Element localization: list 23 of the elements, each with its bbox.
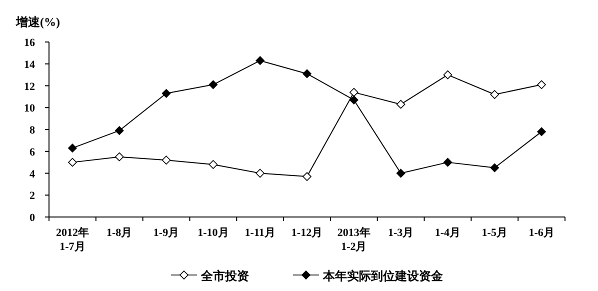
y-tick-label: 14 <box>24 58 36 71</box>
x-tick-label: 1-3月 <box>388 227 414 239</box>
x-tick-label: 2012年 1-7月 <box>56 226 89 253</box>
y-tick-label: 8 <box>30 124 36 136</box>
y-axis-title: 增速(%) <box>15 15 60 29</box>
x-tick-label: 1-6月 <box>528 227 554 239</box>
x-tick-label: 1-5月 <box>482 227 508 239</box>
x-tick-label: 1-9月 <box>153 227 180 239</box>
legend-label: 全市投资 <box>200 269 249 283</box>
x-tick-label: 1-12月 <box>291 227 323 239</box>
x-tick-label: 2013年 1-2月 <box>337 226 370 253</box>
x-tick-label: 1-4月 <box>434 227 461 239</box>
y-tick-label: 12 <box>24 80 36 93</box>
x-tick-label: 1-11月 <box>244 227 276 239</box>
x-tick-label: 1-10月 <box>198 227 229 239</box>
y-tick-label: 0 <box>30 212 36 224</box>
y-tick-label: 4 <box>30 168 36 180</box>
legend-label: 本年实际到位建设资金 <box>322 269 444 283</box>
y-tick-label: 10 <box>24 102 36 115</box>
x-tick-label: 1-8月 <box>106 227 132 239</box>
y-tick-label: 2 <box>30 190 36 202</box>
y-tick-label: 16 <box>24 37 36 49</box>
y-tick-label: 6 <box>30 146 36 158</box>
